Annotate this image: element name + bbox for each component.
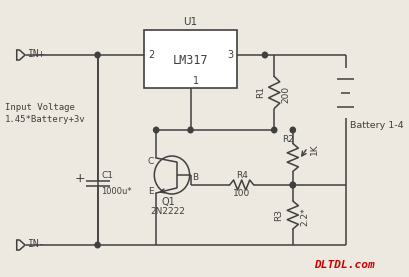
Text: 1: 1 (193, 76, 200, 86)
Text: IN+: IN+ (28, 49, 45, 59)
Circle shape (290, 182, 295, 188)
Circle shape (290, 182, 295, 188)
Text: 1.45*Battery+3v: 1.45*Battery+3v (4, 116, 85, 124)
Text: R2: R2 (282, 135, 294, 144)
Text: +: + (74, 171, 85, 184)
Text: IN-: IN- (28, 239, 45, 249)
Text: U1: U1 (184, 17, 198, 27)
Text: R3: R3 (274, 209, 283, 221)
Circle shape (188, 127, 193, 133)
Text: DLTDL.com: DLTDL.com (314, 260, 375, 270)
Text: 2N2222: 2N2222 (151, 207, 186, 217)
Circle shape (95, 52, 100, 58)
Circle shape (153, 127, 159, 133)
Text: 2: 2 (148, 50, 154, 60)
Text: B: B (192, 173, 198, 183)
Circle shape (272, 127, 277, 133)
Text: 100: 100 (233, 189, 250, 199)
Text: 200: 200 (282, 86, 291, 103)
Text: LM317: LM317 (173, 53, 208, 66)
Text: R4: R4 (236, 171, 247, 179)
Text: 1000u*: 1000u* (101, 188, 132, 196)
Text: C1: C1 (101, 171, 113, 181)
Circle shape (290, 127, 295, 133)
Text: C: C (147, 157, 153, 165)
Text: E: E (148, 186, 153, 196)
Text: Q1: Q1 (162, 197, 175, 207)
Text: 3: 3 (227, 50, 233, 60)
Circle shape (262, 52, 267, 58)
Text: 2.2*: 2.2* (300, 208, 309, 226)
Text: R1: R1 (256, 86, 265, 99)
Bar (144, 30, 237, 88)
Text: Battery 1-4: Battery 1-4 (351, 120, 404, 130)
Text: 1K: 1K (310, 144, 319, 155)
Text: Input Voltage: Input Voltage (4, 104, 74, 112)
Circle shape (95, 242, 100, 248)
